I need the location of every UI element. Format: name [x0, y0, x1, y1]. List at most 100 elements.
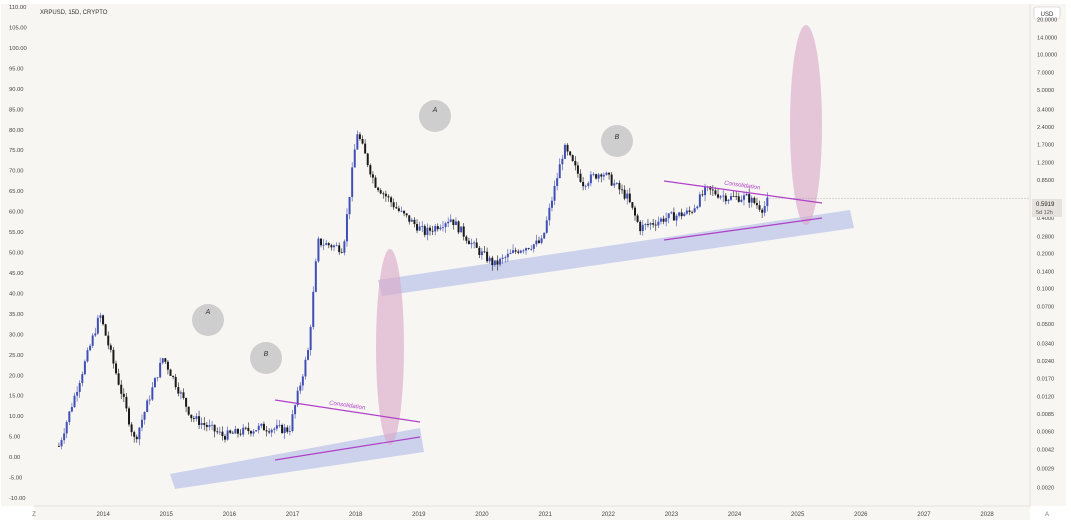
symbol-header[interactable]: XRPUSD, 15D, CRYPTO — [40, 10, 108, 16]
left-tick-label: 15.00 — [9, 394, 24, 400]
candle-body — [633, 207, 636, 216]
timezone-icon[interactable]: Z — [32, 512, 36, 518]
candle-body — [304, 359, 307, 377]
candle-body — [473, 242, 476, 244]
price-tag-value: 0.5919 — [1036, 202, 1055, 208]
candle-body — [504, 257, 507, 259]
candle-body — [413, 219, 416, 225]
candle-body — [548, 207, 551, 221]
time-tick-label: 2025 — [791, 512, 805, 518]
candle-body — [652, 223, 655, 225]
candle-body — [470, 242, 473, 245]
right-tick-label: 0.0120 — [1037, 394, 1054, 400]
candle-body — [519, 250, 522, 253]
left-price-scale[interactable] — [1, 4, 34, 506]
candle-body — [340, 252, 343, 253]
annotation-back-layer — [170, 25, 854, 489]
plot-area[interactable] — [34, 4, 1030, 506]
candle-body — [509, 252, 512, 254]
candle-body — [133, 432, 136, 437]
candle-body — [76, 392, 79, 396]
time-tick-label: 2017 — [286, 512, 300, 518]
candle-body — [257, 425, 260, 431]
candle-body — [112, 349, 115, 364]
candle-body — [192, 418, 195, 419]
peak-circle-a-2018[interactable] — [419, 100, 451, 132]
candle-body — [174, 376, 177, 388]
candle-body — [465, 236, 468, 241]
candle-body — [117, 373, 120, 385]
consolidation-lower-line-left[interactable] — [274, 436, 421, 461]
candle-body — [161, 358, 164, 363]
current-price-tag[interactable]: 0.5919 5d 12h — [1032, 199, 1062, 217]
currency-box[interactable] — [1033, 6, 1061, 20]
candle-body — [717, 194, 720, 198]
candle-body — [247, 427, 250, 432]
candle-body — [545, 220, 548, 233]
consolidation-upper-line-right[interactable] — [663, 180, 823, 204]
consolidation-lower-line-right[interactable] — [663, 217, 823, 241]
candle-body — [416, 224, 419, 231]
candle-body — [379, 190, 382, 194]
candle-body — [369, 165, 372, 175]
peak-circle-a-2014[interactable] — [192, 304, 224, 336]
candle-body — [221, 431, 224, 437]
candle-body — [683, 213, 686, 217]
candle-body — [566, 144, 569, 152]
candle-body — [351, 167, 354, 197]
time-axis[interactable] — [34, 506, 1030, 520]
candle-body — [138, 427, 141, 440]
support-band-right[interactable] — [378, 210, 854, 296]
candle-body — [107, 335, 110, 346]
support-band-left[interactable] — [170, 428, 424, 489]
candle-body — [384, 193, 387, 197]
right-tick-label: 10.0000 — [1037, 53, 1057, 59]
projection-ellipse-2025[interactable] — [790, 25, 822, 225]
candle-body — [514, 250, 517, 252]
projection-ellipse-2017[interactable] — [376, 249, 404, 445]
right-price-scale[interactable] — [1030, 4, 1066, 506]
candle-body — [252, 431, 255, 434]
candle-body — [122, 393, 125, 397]
peak-circle-b-2021[interactable] — [601, 125, 633, 157]
candle-body — [332, 245, 335, 248]
peak-label-a-2014: A — [205, 309, 211, 316]
candle-body — [722, 195, 725, 197]
consolidation-upper-line-left[interactable] — [274, 399, 421, 423]
auto-scale-icon[interactable]: A — [1045, 512, 1049, 518]
candle-body — [454, 221, 457, 226]
candle-body — [649, 223, 652, 225]
candle-body — [403, 210, 406, 214]
candle-body — [260, 423, 263, 426]
peak-circle-b-2015[interactable] — [250, 342, 282, 374]
candle-body — [294, 405, 297, 415]
right-tick-label: 0.0060 — [1037, 430, 1054, 436]
left-tick-label: 85.00 — [9, 107, 24, 113]
candle-body — [299, 385, 302, 391]
candle-body — [691, 211, 694, 213]
candle-body — [678, 212, 681, 216]
left-tick-label: 55.00 — [9, 230, 24, 236]
candle-body — [597, 174, 600, 179]
candle-body — [644, 224, 647, 225]
candle-body — [441, 226, 444, 228]
candle-body — [195, 416, 198, 419]
candle-body — [281, 424, 284, 434]
candle-body — [615, 183, 618, 184]
candle-body — [758, 205, 761, 210]
candle-body — [618, 183, 621, 190]
candle-body — [65, 422, 68, 434]
left-tick-label: 100.00 — [9, 46, 27, 52]
right-tick-label: 1.2000 — [1037, 160, 1054, 166]
annotation-front-layer: Consolidation Consolidation A B A B — [205, 107, 823, 461]
candle-body — [296, 390, 299, 406]
candle-body — [89, 345, 92, 351]
time-tick-label: 2018 — [349, 512, 363, 518]
time-tick-label: 2023 — [665, 512, 679, 518]
candle-body — [662, 218, 665, 222]
candle-body — [621, 189, 624, 191]
candle-body — [426, 227, 429, 235]
left-tick-label: 40.00 — [9, 291, 24, 297]
